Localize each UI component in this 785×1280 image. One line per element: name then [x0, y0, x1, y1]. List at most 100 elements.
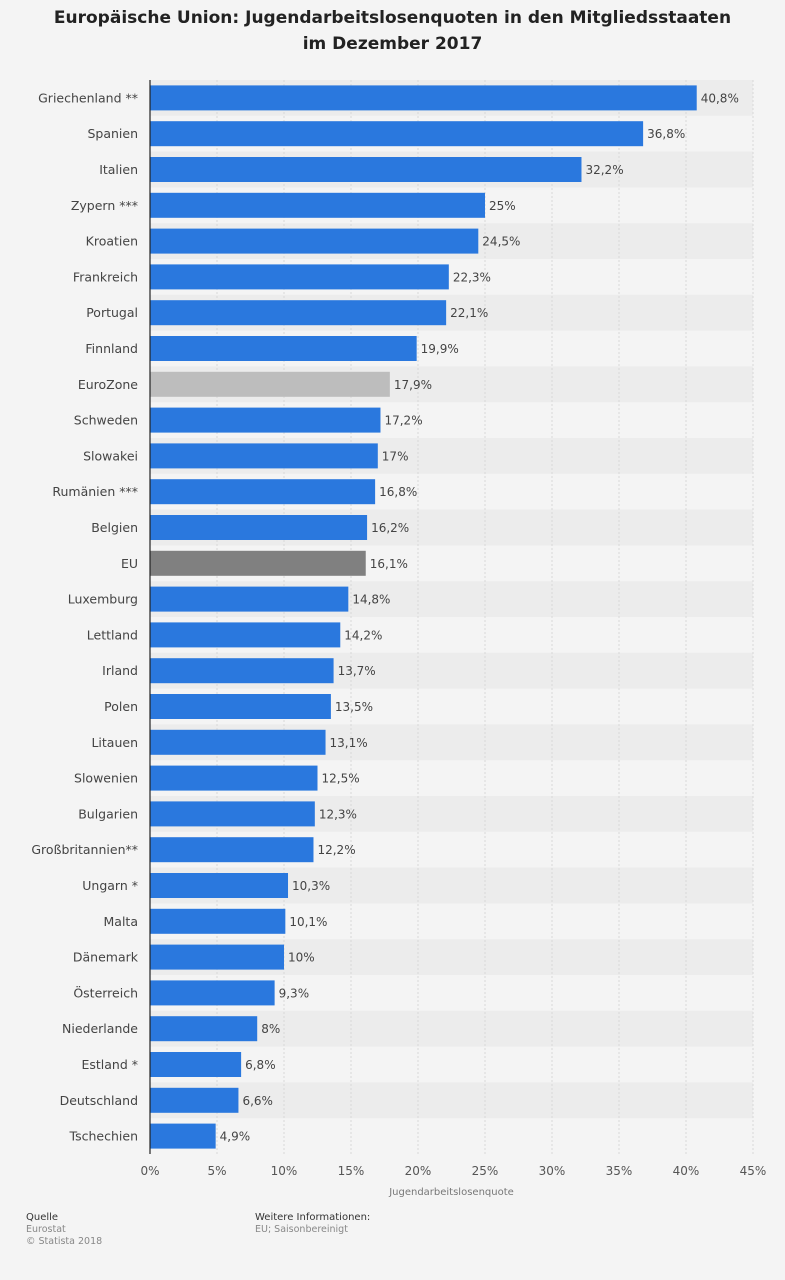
bar — [150, 371, 390, 397]
category-label: Niederlande — [62, 1021, 138, 1036]
data-label: 8% — [261, 1022, 280, 1036]
chart-title: Europäische Union: Jugendarbeitslosenquo… — [0, 5, 785, 57]
category-label: Bulgarien — [78, 806, 138, 821]
category-label: Finnland — [85, 341, 138, 356]
category-label: Litauen — [91, 735, 138, 750]
data-label: 17% — [382, 449, 409, 463]
bar — [150, 192, 485, 218]
bar — [150, 1016, 258, 1042]
data-label: 14,2% — [344, 628, 382, 642]
data-label: 25% — [489, 199, 516, 213]
data-label: 22,1% — [450, 306, 488, 320]
category-label: Kroatien — [86, 234, 138, 249]
data-label: 22,3% — [453, 270, 491, 284]
category-label: Portugal — [86, 305, 138, 320]
data-label: 24,5% — [482, 235, 520, 249]
bar — [150, 550, 366, 576]
data-label: 40,8% — [701, 91, 739, 105]
category-label: Großbritannien** — [31, 842, 138, 857]
chart-title-line-1: Europäische Union: Jugendarbeitslosenquo… — [53, 8, 732, 28]
data-label: 12,5% — [322, 772, 360, 786]
info-text: EU; Saisonbereinigt — [255, 1224, 348, 1235]
bar — [150, 944, 284, 970]
bar — [150, 228, 479, 254]
bar — [150, 264, 449, 290]
data-label: 12,2% — [317, 843, 355, 857]
bar — [150, 336, 417, 361]
data-label: 13,1% — [330, 736, 368, 750]
category-label: Spanien — [87, 126, 138, 141]
data-label: 13,5% — [335, 700, 373, 714]
data-label: 12,3% — [319, 807, 357, 821]
x-tick-label: 20% — [405, 1164, 432, 1178]
bar — [150, 980, 275, 1006]
x-axis-title: Jugendarbeitslosenquote — [388, 1187, 514, 1198]
bar — [150, 1123, 216, 1149]
bar — [150, 658, 334, 684]
bar — [150, 300, 447, 326]
source-block: Quelle Eurostat © Statista 2018 — [26, 1212, 102, 1248]
category-label: Luxemburg — [68, 592, 138, 607]
category-label: Slowakei — [83, 448, 138, 463]
bar — [150, 586, 349, 612]
data-label: 13,7% — [338, 664, 376, 678]
data-label: 32,2% — [585, 163, 623, 177]
data-label: 4,9% — [220, 1130, 251, 1144]
category-label: Tschechien — [69, 1129, 138, 1144]
data-label: 36,8% — [647, 127, 685, 141]
category-label: Deutschland — [60, 1093, 138, 1108]
bar — [150, 1052, 242, 1077]
chart-title-line-2: im Dezember 2017 — [302, 34, 483, 54]
data-label: 16,2% — [371, 521, 409, 535]
bar — [150, 443, 378, 469]
data-label: 16,1% — [370, 557, 408, 571]
x-tick-label: 35% — [606, 1164, 633, 1178]
data-label: 9,3% — [279, 986, 310, 1000]
data-label: 16,8% — [379, 485, 417, 499]
data-label: 10% — [288, 951, 315, 965]
copyright: © Statista 2018 — [26, 1236, 103, 1247]
source-label: Quelle — [26, 1212, 59, 1223]
bar — [150, 479, 376, 505]
bar — [150, 407, 381, 433]
data-label: 14,8% — [352, 593, 390, 607]
category-label: Belgien — [91, 520, 138, 535]
x-tick-label: 30% — [539, 1164, 566, 1178]
data-label: 17,9% — [394, 378, 432, 392]
bar — [150, 801, 315, 827]
category-label: EuroZone — [78, 377, 138, 392]
category-label: Lettland — [87, 627, 138, 642]
category-label: Italien — [99, 162, 138, 177]
bar — [150, 85, 697, 111]
source-name: Eurostat — [26, 1224, 66, 1235]
category-label: Österreich — [73, 984, 138, 1000]
category-label: Griechenland ** — [38, 90, 138, 105]
data-label: 10,1% — [289, 915, 327, 929]
category-label: Rumänien *** — [52, 484, 138, 499]
data-label: 6,8% — [245, 1058, 276, 1072]
category-label: Slowenien — [74, 771, 138, 786]
bar — [150, 515, 368, 540]
bar — [150, 765, 318, 791]
category-label: Zypern *** — [71, 198, 138, 213]
bar-chart: Griechenland ** 40,8% Spanien 36,8% Italien 3… — [31, 80, 766, 1198]
x-tick-label: 25% — [472, 1164, 499, 1178]
category-label: Frankreich — [73, 269, 138, 284]
category-label: Schweden — [74, 413, 138, 428]
category-label: Malta — [104, 914, 138, 929]
data-label: 6,6% — [242, 1094, 273, 1108]
x-tick-label: 5% — [207, 1164, 226, 1178]
data-label: 17,2% — [384, 414, 422, 428]
bar — [150, 729, 326, 755]
data-label: 19,9% — [421, 342, 459, 356]
bar — [150, 837, 314, 863]
category-label: Estland * — [81, 1057, 138, 1072]
bar — [150, 121, 644, 147]
bar — [150, 157, 582, 182]
category-label: Irland — [102, 663, 138, 678]
info-block: Weitere Informationen: EU; Saisonbereini… — [255, 1212, 370, 1236]
bar — [150, 1087, 239, 1113]
x-tick-label: 0% — [140, 1164, 159, 1178]
category-label: Ungarn * — [82, 878, 138, 893]
x-tick-label: 10% — [271, 1164, 298, 1178]
